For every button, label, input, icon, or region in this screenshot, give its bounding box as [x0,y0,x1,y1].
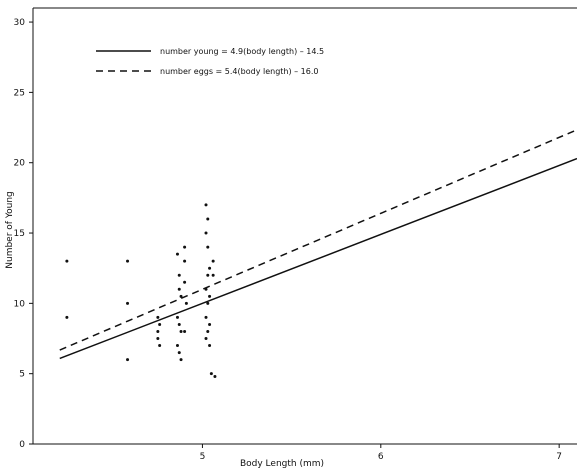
data-point [204,203,208,207]
data-point [208,322,212,326]
data-point [206,301,210,305]
data-point [177,287,181,291]
y-tick-label: 10 [14,299,26,309]
data-point [177,351,181,355]
data-point [158,322,162,326]
data-point [208,344,212,348]
y-tick-label: 30 [14,18,26,28]
data-point [183,245,187,249]
legend-solid-label: number young = 4.9(body length) – 14.5 [160,47,324,56]
data-point [213,374,217,378]
x-tick-label: 7 [556,452,562,462]
data-point [156,329,160,333]
young-regression-line [59,157,577,360]
data-point [211,273,215,277]
data-point [65,259,69,263]
data-point [204,315,208,319]
y-tick-label: 0 [19,440,25,450]
data-point [206,245,210,249]
x-tick-label: 5 [200,452,206,462]
data-point [126,358,130,362]
data-point [204,287,208,291]
data-point [211,259,215,263]
x-axis-label: Body Length (mm) [240,459,324,469]
data-point [206,329,210,333]
data-point [158,344,162,348]
eggs-regression-line [59,129,577,351]
data-point [65,315,69,319]
data-point [126,301,130,305]
legend-dashed-label: number eggs = 5.4(body length) – 16.0 [160,67,319,76]
data-point [184,301,188,305]
y-tick-label: 5 [19,370,25,380]
x-tick-label: 6 [378,452,384,462]
data-point [179,329,183,333]
data-point [183,259,187,263]
data-point [204,337,208,341]
data-point [126,259,130,263]
y-tick-label: 15 [14,229,25,239]
legend: number young = 4.9(body length) – 14.5 n… [96,47,324,76]
data-point [179,294,183,298]
data-point [177,322,181,326]
data-point [183,280,187,284]
data-point [175,344,179,348]
data-point [175,315,179,319]
data-point [206,217,210,221]
data-point [208,294,212,298]
data-point [156,315,160,319]
data-points [65,203,217,378]
data-point [208,266,212,270]
regression-lines [59,129,577,360]
y-axis-label: Number of Young [5,191,15,268]
data-point [209,372,213,376]
data-point [156,337,160,341]
y-tick-label: 25 [14,88,25,98]
axis-ticks: 5 6 7 0 5 10 15 20 25 30 [14,18,562,462]
data-point [183,329,187,333]
data-point [175,252,179,256]
data-point [179,358,183,362]
data-point [206,273,210,277]
y-tick-label: 20 [14,159,26,169]
data-point [204,231,208,235]
data-point [177,273,181,277]
